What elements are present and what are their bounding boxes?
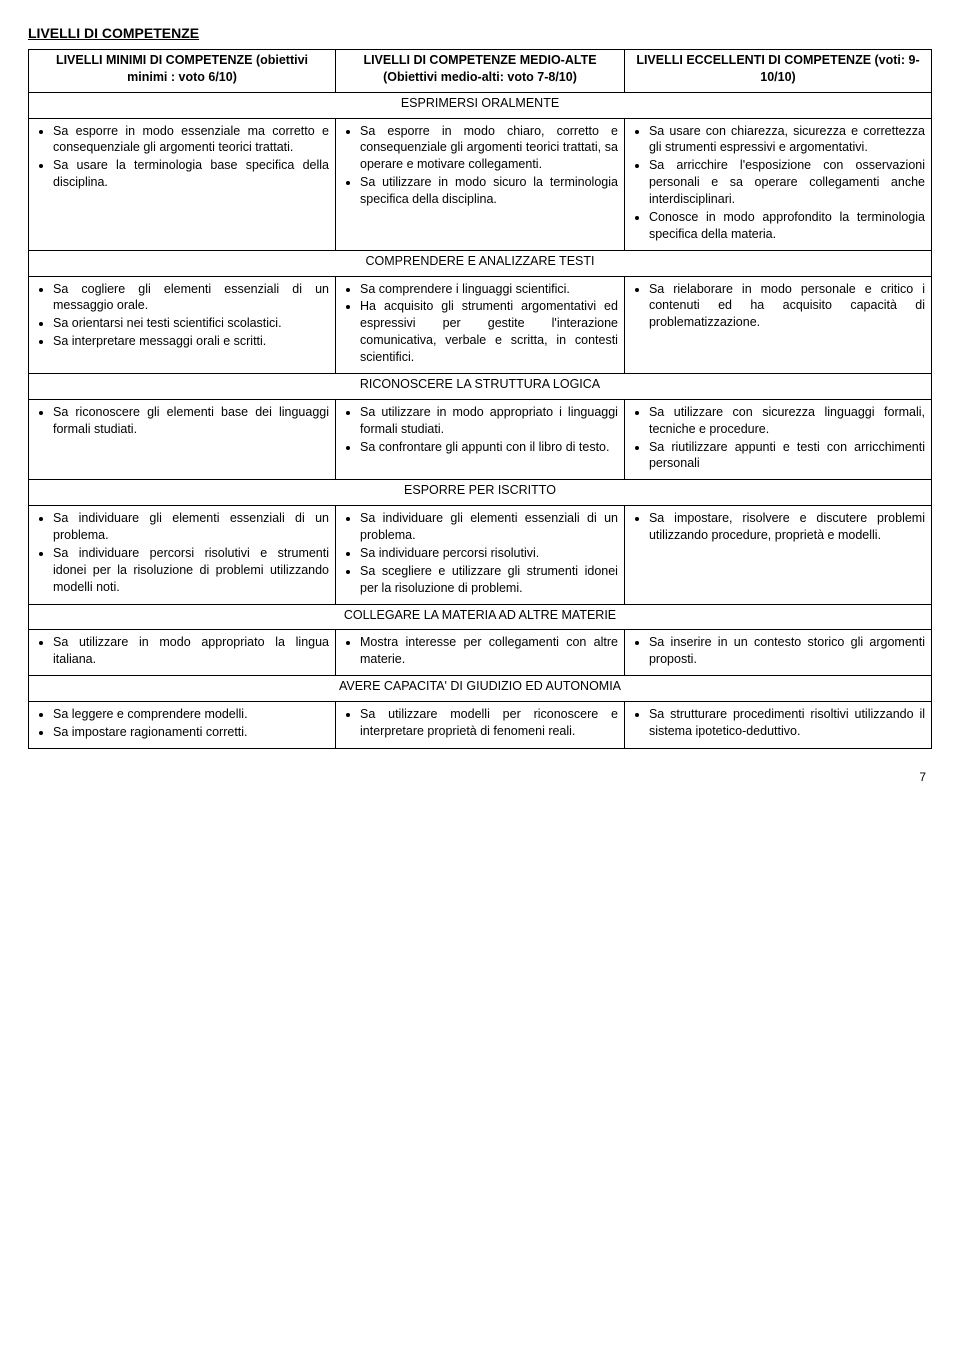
table-row: Sa leggere e comprendere modelli. Sa imp… (29, 702, 932, 749)
list-item: Sa usare con chiarezza, sicurezza e corr… (649, 123, 925, 157)
list-item: Sa confrontare gli appunti con il libro … (360, 439, 618, 456)
list-item: Sa scegliere e utilizzare gli strumenti … (360, 563, 618, 597)
table-row: Sa esporre in modo essenziale ma corrett… (29, 118, 932, 250)
list-item: Sa comprendere i linguaggi scientifici. (360, 281, 618, 298)
page-title: LIVELLI DI COMPETENZE (28, 24, 932, 43)
list-item: Sa rielaborare in modo personale e criti… (649, 281, 925, 332)
list-item: Sa leggere e comprendere modelli. (53, 706, 329, 723)
list-item: Conosce in modo approfondito la terminol… (649, 209, 925, 243)
list-item: Sa cogliere gli elementi essenziali di u… (53, 281, 329, 315)
cell-list: Sa esporre in modo essenziale ma corrett… (35, 123, 329, 192)
list-item: Sa esporre in modo chiaro, corretto e co… (360, 123, 618, 174)
list-item: Sa impostare ragionamenti corretti. (53, 724, 329, 741)
cell-list: Sa inserire in un contesto storico gli a… (631, 634, 925, 668)
section-header: ESPRIMERSI ORALMENTE (29, 92, 932, 118)
cell-list: Sa utilizzare modelli per riconoscere e … (342, 706, 618, 740)
cell-list: Mostra interesse per collegamenti con al… (342, 634, 618, 668)
cell-list: Sa esporre in modo chiaro, corretto e co… (342, 123, 618, 208)
competence-table: LIVELLI MINIMI DI COMPETENZE (obiettivi … (28, 49, 932, 749)
cell-list: Sa individuare gli elementi essenziali d… (342, 510, 618, 596)
list-item: Sa utilizzare con sicurezza linguaggi fo… (649, 404, 925, 438)
section-header: AVERE CAPACITA' DI GIUDIZIO ED AUTONOMIA (29, 676, 932, 702)
list-item: Mostra interesse per collegamenti con al… (360, 634, 618, 668)
table-row: Sa individuare gli elementi essenziali d… (29, 506, 932, 604)
list-item: Sa utilizzare in modo appropriato i ling… (360, 404, 618, 438)
section-header: ESPORRE PER ISCRITTO (29, 480, 932, 506)
cell-list: Sa impostare, risolvere e discutere prob… (631, 510, 925, 544)
list-item: Ha acquisito gli strumenti argomentativi… (360, 298, 618, 366)
cell-list: Sa utilizzare con sicurezza linguaggi fo… (631, 404, 925, 473)
list-item: Sa impostare, risolvere e discutere prob… (649, 510, 925, 544)
col-header-min: LIVELLI MINIMI DI COMPETENZE (obiettivi … (29, 49, 336, 92)
list-item: Sa utilizzare in modo sicuro la terminol… (360, 174, 618, 208)
cell-list: Sa individuare gli elementi essenziali d… (35, 510, 329, 595)
list-item: Sa usare la terminologia base specifica … (53, 157, 329, 191)
section-header: COMPRENDERE E ANALIZZARE TESTI (29, 250, 932, 276)
cell-list: Sa rielaborare in modo personale e criti… (631, 281, 925, 332)
section-header: RICONOSCERE LA STRUTTURA LOGICA (29, 373, 932, 399)
cell-list: Sa utilizzare in modo appropriato la lin… (35, 634, 329, 668)
section-header: COLLEGARE LA MATERIA AD ALTRE MATERIE (29, 604, 932, 630)
table-row: Sa riconoscere gli elementi base dei lin… (29, 399, 932, 480)
list-item: Sa individuare gli elementi essenziali d… (360, 510, 618, 544)
cell-list: Sa cogliere gli elementi essenziali di u… (35, 281, 329, 351)
list-item: Sa riconoscere gli elementi base dei lin… (53, 404, 329, 438)
cell-list: Sa strutturare procedimenti risoltivi ut… (631, 706, 925, 740)
list-item: Sa strutturare procedimenti risoltivi ut… (649, 706, 925, 740)
cell-list: Sa leggere e comprendere modelli. Sa imp… (35, 706, 329, 741)
cell-list: Sa usare con chiarezza, sicurezza e corr… (631, 123, 925, 243)
list-item: Sa orientarsi nei testi scientifici scol… (53, 315, 329, 332)
list-item: Sa esporre in modo essenziale ma corrett… (53, 123, 329, 157)
table-row: Sa cogliere gli elementi essenziali di u… (29, 276, 932, 373)
cell-list: Sa comprendere i linguaggi scientifici. … (342, 281, 618, 366)
col-header-exc: LIVELLI ECCELLENTI DI COMPETENZE (voti: … (624, 49, 931, 92)
list-item: Sa utilizzare in modo appropriato la lin… (53, 634, 329, 668)
list-item: Sa interpretare messaggi orali e scritti… (53, 333, 329, 350)
table-header-row: LIVELLI MINIMI DI COMPETENZE (obiettivi … (29, 49, 932, 92)
page-number: 7 (28, 769, 932, 785)
table-row: Sa utilizzare in modo appropriato la lin… (29, 630, 932, 676)
list-item: Sa inserire in un contesto storico gli a… (649, 634, 925, 668)
list-item: Sa individuare percorsi risolutivi e str… (53, 545, 329, 596)
list-item: Sa individuare gli elementi essenziali d… (53, 510, 329, 544)
cell-list: Sa utilizzare in modo appropriato i ling… (342, 404, 618, 456)
list-item: Sa utilizzare modelli per riconoscere e … (360, 706, 618, 740)
list-item: Sa riutilizzare appunti e testi con arri… (649, 439, 925, 473)
list-item: Sa individuare percorsi risolutivi. (360, 545, 618, 562)
col-header-med: LIVELLI DI COMPETENZE MEDIO-ALTE (Obiett… (336, 49, 625, 92)
list-item: Sa arricchire l'esposizione con osservaz… (649, 157, 925, 208)
cell-list: Sa riconoscere gli elementi base dei lin… (35, 404, 329, 438)
